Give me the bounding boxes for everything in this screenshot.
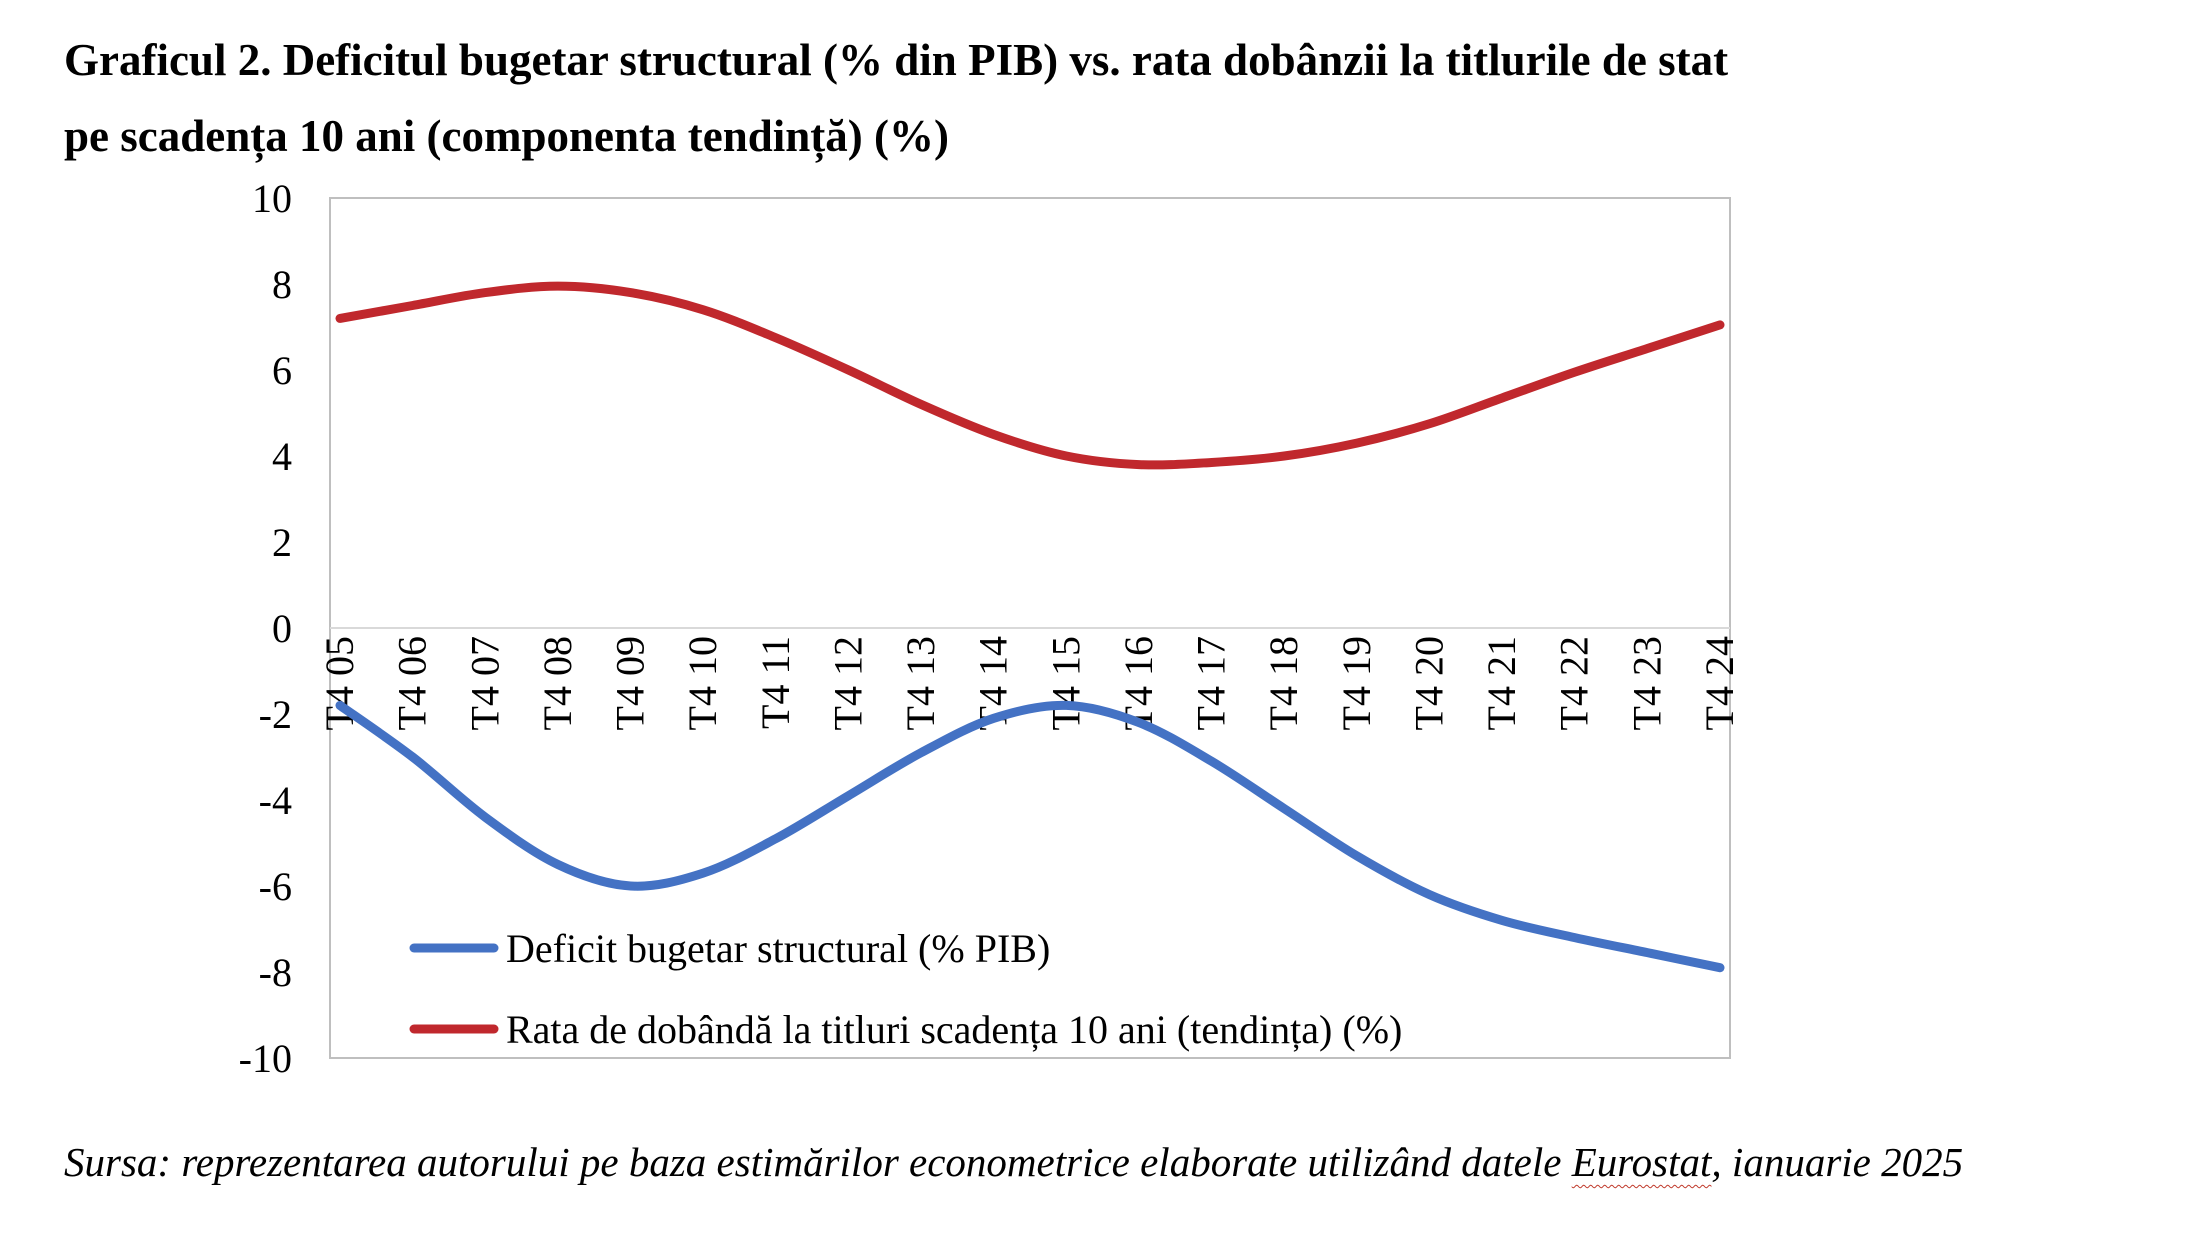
source-prefix: Sursa: reprezentarea autorului pe baza e… [64,1139,1572,1185]
x-tick-label: T4 22 [1552,636,1597,730]
source-note: Sursa: reprezentarea autorului pe baza e… [64,1125,2124,1199]
y-tick-label: 2 [272,520,292,565]
x-tick-label: T4 08 [535,636,580,730]
y-tick-label: -8 [259,950,292,995]
chart-title-line-2: pe scadența 10 ani (componenta tendință)… [64,111,949,161]
chart-title: Graficul 2. Deficitul bugetar structural… [64,22,2124,174]
x-tick-label: T4 07 [462,636,507,730]
x-tick-label: T4 21 [1479,636,1524,730]
series-line [335,281,1725,470]
legend-label: Deficit bugetar structural (% PIB) [506,926,1050,971]
y-tick-label: -4 [259,778,292,823]
x-tick-label: T4 10 [680,636,725,730]
source-suffix: , ianuarie 2025 [1711,1139,1964,1185]
y-tick-label: -10 [239,1036,292,1081]
x-tick-label: T4 23 [1624,636,1669,730]
x-tick-label: T4 17 [1189,636,1234,730]
x-axis-tick-labels: T4 05 T4 06 T4 07 T4 08 T4 09 T4 10 T4 11 T4 12… [317,636,1742,730]
x-tick-label: T4 24 [1697,636,1742,730]
y-tick-label: -6 [259,864,292,909]
legend-label: Rata de dobândă la titluri scadența 10 a… [506,1007,1402,1052]
y-axis-tick-labels: 10 8 6 4 2 0 -2 -4 -6 -8 -10 [239,176,292,1081]
x-tick-label: T4 18 [1261,636,1306,730]
series-line [335,700,1725,973]
y-tick-label: -2 [259,692,292,737]
x-tick-label: T4 06 [390,636,435,730]
y-tick-label: 0 [272,606,292,651]
y-tick-label: 6 [272,348,292,393]
x-tick-label: T4 11 [753,636,798,729]
x-tick-label: T4 13 [898,636,943,730]
chart-title-line-1: Graficul 2. Deficitul bugetar structural… [64,35,1729,85]
legend: Deficit bugetar structural (% PIB) Rata d… [409,926,1402,1052]
x-tick-label: T4 19 [1334,636,1379,730]
x-tick-label: T4 15 [1043,636,1088,730]
x-tick-label: T4 09 [608,636,653,730]
x-tick-label: T4 12 [825,636,870,730]
series-lines [335,281,1725,973]
y-tick-label: 8 [272,262,292,307]
x-tick-label: T4 20 [1406,636,1451,730]
y-tick-label: 4 [272,434,292,479]
source-eurostat: Eurostat [1571,1139,1712,1185]
y-tick-label: 10 [252,176,292,221]
